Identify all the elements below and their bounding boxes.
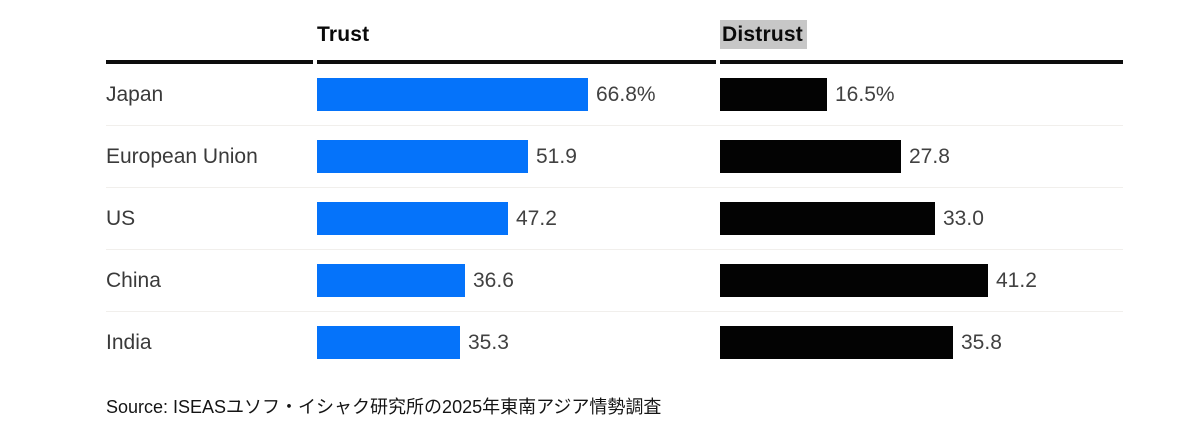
column-header-distrust: Distrust — [720, 19, 1123, 49]
distrust-bar-cell: 16.5% — [720, 64, 1123, 125]
distrust-bar-cell: 35.8 — [720, 312, 1123, 373]
source-note: Source: ISEASユソフ・イシャク研究所の2025年東南アジア情勢調査 — [106, 397, 662, 417]
distrust-bar — [720, 326, 953, 359]
trust-value: 47.2 — [516, 206, 557, 230]
distrust-value: 41.2 — [996, 268, 1037, 292]
distrust-bar-cell: 33.0 — [720, 188, 1123, 249]
country-label: European Union — [106, 144, 258, 168]
table-row: India 35.3 35.8 — [106, 312, 1123, 373]
trust-bar — [317, 264, 465, 297]
trust-distrust-chart: Trust Distrust Japan 66.8% 16.5% — [106, 0, 1123, 419]
rows-container: Japan 66.8% 16.5% European Union 51.9 — [106, 64, 1123, 373]
distrust-value: 35.8 — [961, 330, 1002, 354]
distrust-value: 27.8 — [909, 144, 950, 168]
distrust-header-label: Distrust — [720, 19, 807, 49]
trust-header-label: Trust — [317, 22, 370, 46]
country-label: India — [106, 330, 152, 354]
header-rule-segment-labels — [106, 60, 313, 64]
distrust-bar — [720, 78, 827, 111]
header-rule-segment-trust — [317, 60, 716, 64]
distrust-bar — [720, 202, 935, 235]
country-label: China — [106, 268, 161, 292]
distrust-bar — [720, 264, 988, 297]
trust-bar-cell: 35.3 — [317, 312, 716, 373]
distrust-bar-cell: 27.8 — [720, 126, 1123, 187]
trust-bar-cell: 66.8% — [317, 64, 716, 125]
header-rule-segment-distrust — [720, 60, 1123, 64]
distrust-value: 33.0 — [943, 206, 984, 230]
trust-bar — [317, 202, 508, 235]
table-row: US 47.2 33.0 — [106, 188, 1123, 250]
header-rule — [106, 60, 1123, 64]
distrust-bar — [720, 140, 901, 173]
trust-value: 66.8% — [596, 82, 656, 106]
table-row: China 36.6 41.2 — [106, 250, 1123, 312]
trust-value: 36.6 — [473, 268, 514, 292]
distrust-bar-cell: 41.2 — [720, 250, 1123, 311]
country-label: Japan — [106, 82, 164, 106]
trust-bar — [317, 326, 460, 359]
table-row: European Union 51.9 27.8 — [106, 126, 1123, 188]
trust-bar-cell: 47.2 — [317, 188, 716, 249]
trust-value: 51.9 — [536, 144, 577, 168]
column-header-trust: Trust — [317, 23, 716, 47]
trust-value: 35.3 — [468, 330, 509, 354]
trust-bar-cell: 36.6 — [317, 250, 716, 311]
trust-bar — [317, 78, 588, 111]
trust-bar — [317, 140, 528, 173]
table-row: Japan 66.8% 16.5% — [106, 64, 1123, 126]
country-label: US — [106, 206, 136, 230]
column-header-row: Trust Distrust — [106, 19, 1123, 49]
trust-bar-cell: 51.9 — [317, 126, 716, 187]
distrust-value: 16.5% — [835, 82, 895, 106]
